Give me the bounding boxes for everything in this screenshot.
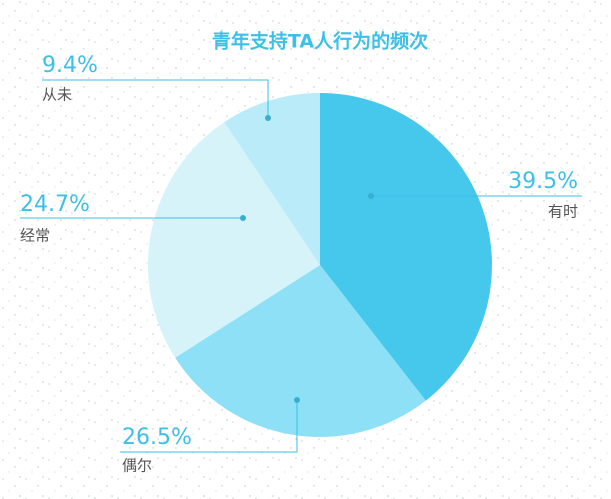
pie: 39.5% 有时 26.5% 偶尔 24.7% 经常 9.4% 从未 <box>20 53 582 475</box>
value-label: 9.4% <box>42 53 98 78</box>
value-label: 39.5% <box>508 169 578 194</box>
leader-dot <box>240 215 246 221</box>
leader-line <box>120 400 298 453</box>
category-label: 从未 <box>42 86 72 104</box>
category-label: 有时 <box>548 203 578 221</box>
category-label: 经常 <box>20 227 50 245</box>
value-label: 24.7% <box>20 192 90 217</box>
chart-title: 青年支持TA人行为的频次 <box>212 30 428 53</box>
pie-slice <box>224 93 320 265</box>
value-label: 26.5% <box>122 425 192 450</box>
pie-slice <box>320 93 493 401</box>
pie-slice <box>175 265 426 438</box>
leader-dot <box>368 193 374 199</box>
category-label: 偶尔 <box>122 457 152 475</box>
pie-slice <box>148 122 320 358</box>
leader-dot <box>294 397 300 403</box>
leader-dot <box>265 115 271 121</box>
leader-line <box>42 79 269 118</box>
